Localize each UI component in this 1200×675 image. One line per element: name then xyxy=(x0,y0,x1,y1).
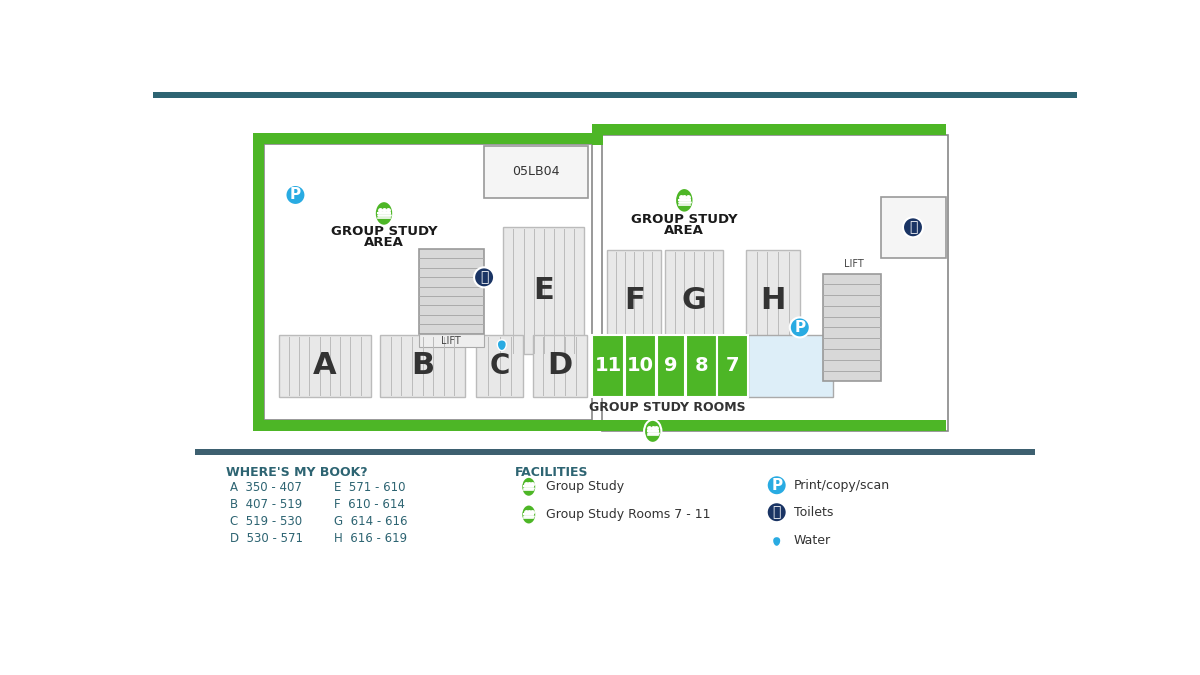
Text: Ⓣ: Ⓣ xyxy=(480,271,488,284)
Bar xyxy=(278,335,371,397)
Text: C  519 - 530: C 519 - 530 xyxy=(230,515,302,529)
Text: LIFT: LIFT xyxy=(442,336,461,346)
Bar xyxy=(665,250,722,350)
Text: LIFT: LIFT xyxy=(844,259,864,269)
Bar xyxy=(592,335,624,397)
Text: G  614 - 616: G 614 - 616 xyxy=(334,515,408,529)
Bar xyxy=(602,135,948,431)
Text: 8: 8 xyxy=(695,356,708,375)
Text: H: H xyxy=(760,286,786,315)
Circle shape xyxy=(474,267,494,288)
Bar xyxy=(264,144,592,420)
Bar xyxy=(503,227,584,354)
Text: B: B xyxy=(410,352,434,381)
Bar xyxy=(718,335,749,397)
Text: 10: 10 xyxy=(626,356,654,375)
Text: A: A xyxy=(313,352,336,381)
Text: P: P xyxy=(794,320,805,335)
Text: Water: Water xyxy=(793,534,830,547)
Text: G: G xyxy=(682,286,706,315)
Bar xyxy=(253,134,592,144)
Bar xyxy=(419,249,484,333)
Text: Toilets: Toilets xyxy=(793,506,833,518)
Bar xyxy=(253,420,830,431)
Text: Group Study: Group Study xyxy=(546,481,624,493)
Ellipse shape xyxy=(521,504,536,524)
Text: C: C xyxy=(490,352,510,380)
Bar xyxy=(625,335,656,397)
Text: A  350 - 407: A 350 - 407 xyxy=(230,481,302,494)
Bar xyxy=(823,273,881,381)
Text: 05LB04: 05LB04 xyxy=(512,165,559,178)
Ellipse shape xyxy=(676,188,694,213)
Bar xyxy=(746,250,799,350)
Text: H  616 - 619: H 616 - 619 xyxy=(334,532,407,545)
Ellipse shape xyxy=(374,201,394,225)
Text: 9: 9 xyxy=(664,356,678,375)
Text: F  610 - 614: F 610 - 614 xyxy=(334,498,404,512)
Polygon shape xyxy=(497,340,506,350)
Text: Print/copy/scan: Print/copy/scan xyxy=(793,479,889,492)
Bar xyxy=(607,250,661,350)
Circle shape xyxy=(790,317,810,338)
Text: AREA: AREA xyxy=(364,236,404,249)
Bar xyxy=(253,134,264,430)
Bar xyxy=(419,333,484,348)
Text: E: E xyxy=(533,276,553,305)
Bar xyxy=(656,335,685,397)
Ellipse shape xyxy=(644,420,661,443)
Text: WHERE'S MY BOOK?: WHERE'S MY BOOK? xyxy=(226,466,367,479)
Text: B  407 - 519: B 407 - 519 xyxy=(230,498,302,512)
Circle shape xyxy=(767,502,787,522)
Bar xyxy=(476,335,523,397)
Bar xyxy=(484,146,588,198)
Bar xyxy=(881,196,946,258)
Text: Ⓣ: Ⓣ xyxy=(908,220,917,234)
Polygon shape xyxy=(773,537,781,547)
Circle shape xyxy=(902,217,923,238)
Text: 7: 7 xyxy=(726,356,739,375)
Text: FACILITIES: FACILITIES xyxy=(515,466,588,479)
Text: D  530 - 571: D 530 - 571 xyxy=(230,532,302,545)
Ellipse shape xyxy=(521,477,536,497)
Text: P: P xyxy=(772,478,782,493)
Circle shape xyxy=(286,185,306,205)
Bar xyxy=(749,335,833,397)
Bar xyxy=(830,420,946,431)
Text: Group Study Rooms 7 - 11: Group Study Rooms 7 - 11 xyxy=(546,508,710,521)
Text: GROUP STUDY: GROUP STUDY xyxy=(631,213,738,226)
Bar xyxy=(533,335,587,397)
Text: D: D xyxy=(547,352,572,381)
Text: E  571 - 610: E 571 - 610 xyxy=(334,481,406,494)
Bar xyxy=(196,449,1034,455)
Bar xyxy=(154,92,1078,98)
Text: Ⓣ: Ⓣ xyxy=(773,505,781,519)
Bar xyxy=(380,335,464,397)
Circle shape xyxy=(767,475,787,495)
Text: F: F xyxy=(624,286,644,315)
Bar xyxy=(602,124,946,135)
Text: P: P xyxy=(290,188,301,202)
Bar xyxy=(686,335,716,397)
Text: GROUP STUDY ROOMS: GROUP STUDY ROOMS xyxy=(589,401,745,414)
Text: GROUP STUDY: GROUP STUDY xyxy=(331,225,437,238)
Text: AREA: AREA xyxy=(665,224,704,237)
Text: 11: 11 xyxy=(594,356,622,375)
Bar xyxy=(592,124,602,145)
